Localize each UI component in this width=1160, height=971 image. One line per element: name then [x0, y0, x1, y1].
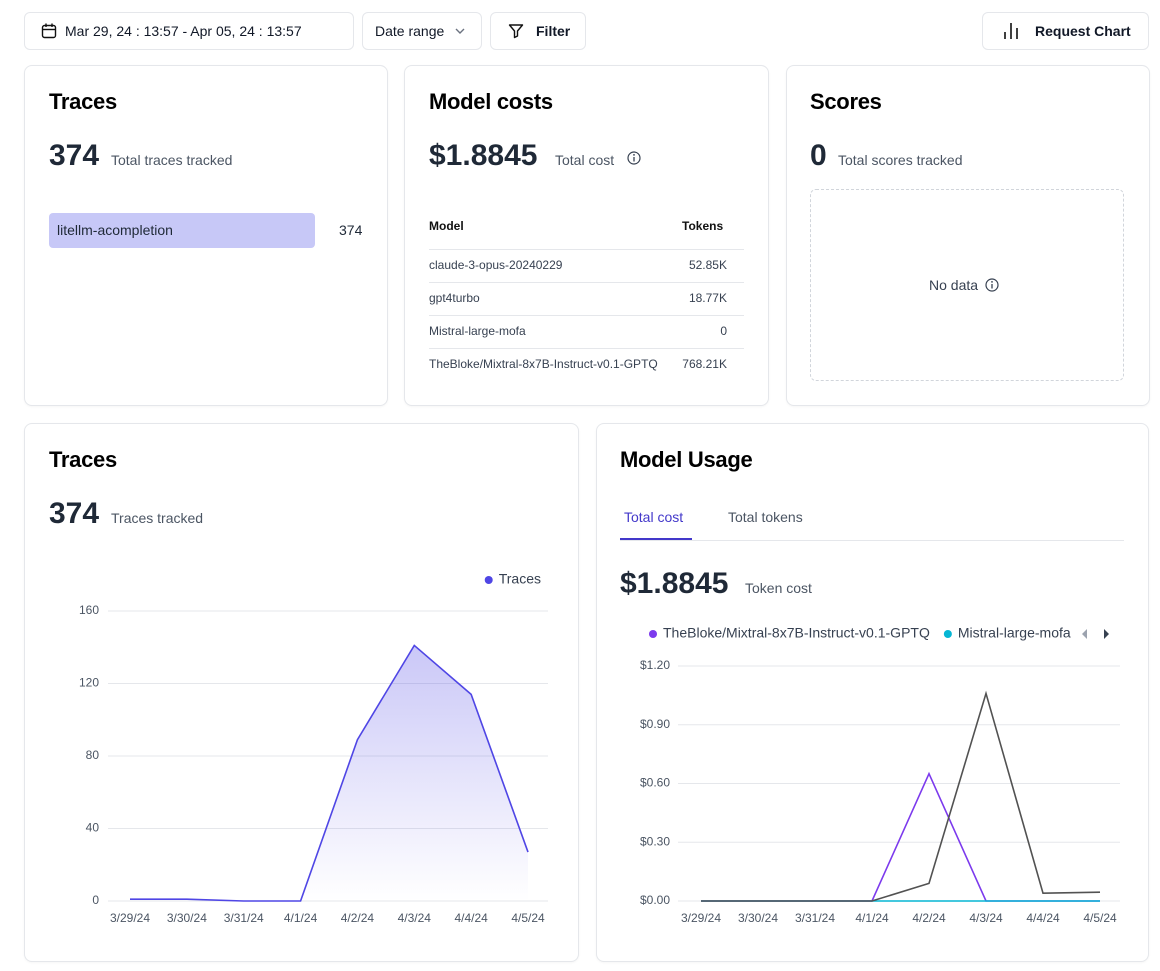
chart-title: Traces — [49, 447, 117, 472]
empty-text: No data — [929, 277, 979, 293]
filter-text: Filter — [536, 23, 571, 39]
total: 374 — [49, 139, 100, 172]
chart-icon — [1004, 23, 1018, 39]
column-header: Tokens — [682, 219, 724, 233]
request-chart-button[interactable]: Request Chart — [982, 12, 1149, 50]
preset-select[interactable]: Date range — [362, 12, 482, 50]
model-name: claude-3-opus-20240229 — [429, 258, 563, 272]
total-label: Traces tracked — [111, 510, 204, 526]
total-label: Total traces tracked — [111, 152, 233, 168]
card-title: Traces — [49, 89, 117, 114]
info-icon[interactable] — [985, 278, 999, 292]
total: $1.8845 — [429, 139, 538, 172]
model-name: Mistral-large-mofa — [429, 324, 526, 338]
tab-divider — [620, 540, 1124, 541]
row-name: litellm-acompletion — [57, 222, 173, 238]
tokens: 768.21K — [682, 357, 727, 371]
header-divider — [429, 249, 744, 250]
row-divider — [429, 315, 744, 316]
scores-card — [786, 65, 1150, 406]
costs-card — [404, 65, 769, 406]
total: $1.8845 — [620, 567, 729, 600]
model-usage-card — [596, 423, 1149, 962]
info-icon[interactable] — [627, 151, 641, 165]
card-title: Scores — [810, 89, 882, 114]
model-name: gpt4turbo — [429, 291, 480, 305]
preset-text: Date range — [375, 23, 445, 39]
tab-underline — [620, 538, 692, 540]
total: 0 — [810, 139, 827, 172]
chart-title: Model Usage — [620, 447, 753, 472]
total: 374 — [49, 497, 100, 530]
tab[interactable]: Total tokens — [728, 509, 803, 525]
filter-icon — [508, 24, 524, 39]
traces-chart-card — [24, 423, 579, 962]
model-name: TheBloke/Mixtral-8x7B-Instruct-v0.1-GPTQ — [429, 357, 658, 371]
bar — [49, 213, 315, 248]
filter-button[interactable]: Filter — [490, 12, 586, 50]
tokens: 0 — [720, 324, 727, 338]
total-label: Total scores tracked — [838, 152, 963, 168]
date-range-button[interactable]: Mar 29, 24 : 13:57 - Apr 05, 24 : 13:57 — [24, 12, 354, 50]
row-divider — [429, 348, 744, 349]
empty-box — [810, 189, 1124, 381]
date-range-text: Mar 29, 24 : 13:57 - Apr 05, 24 : 13:57 — [65, 23, 302, 39]
tab-active[interactable]: Total cost — [624, 509, 684, 525]
total-label: Token cost — [745, 580, 812, 596]
tokens: 18.77K — [688, 291, 727, 305]
row-divider — [429, 282, 744, 283]
request-chart-text: Request Chart — [1035, 23, 1131, 39]
card-title: Model costs — [429, 89, 553, 114]
chevron-icon — [455, 28, 465, 34]
calendar-icon — [41, 23, 57, 39]
column-header: Model — [429, 219, 464, 233]
tokens: 52.85K — [688, 258, 727, 272]
row-value: 374 — [339, 222, 363, 238]
total-label: Total cost — [555, 152, 615, 168]
